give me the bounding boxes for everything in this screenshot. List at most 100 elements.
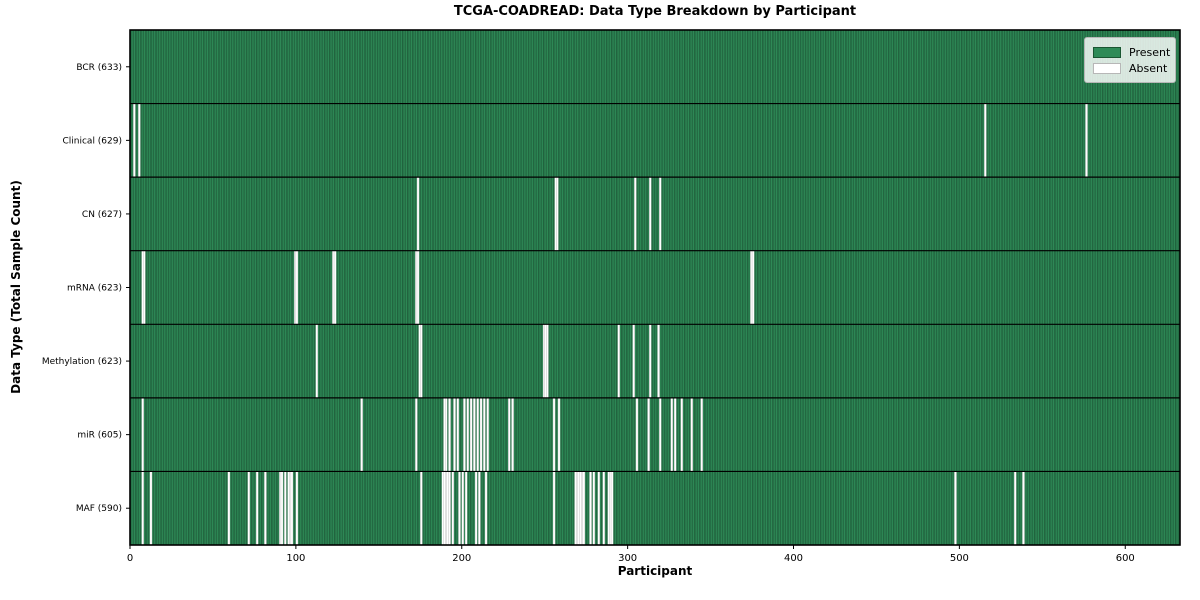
absent-mark [420,324,423,399]
absent-mark [474,471,478,546]
absent-mark [582,471,586,546]
absent-mark [479,397,483,472]
y-tick-label: CN (627) [82,210,122,220]
present-swatch-icon [1093,47,1121,58]
y-axis-label: Data Type (Total Sample Count) [9,180,23,394]
absent-mark [360,397,363,472]
legend-label-present: Present [1129,46,1171,59]
absent-mark [954,471,957,546]
legend-entry-absent: Absent [1093,63,1167,74]
absent-mark [632,324,635,399]
absent-mark [255,471,259,546]
absent-mark [333,250,337,325]
absent-swatch-icon [1093,63,1121,74]
absent-mark [634,176,637,251]
x-tick-label: 0 [127,553,133,564]
x-tick-label: 200 [452,553,471,564]
absent-mark [149,471,153,546]
absent-mark [448,471,451,546]
absent-mark [280,471,284,546]
absent-mark [511,397,514,472]
absent-mark [657,324,660,399]
y-tick-label: BCR (633) [76,63,122,73]
row-present-band [130,324,1180,398]
absent-mark [659,397,662,472]
absent-mark [295,250,299,325]
absent-mark [556,176,559,251]
absent-mark [415,397,418,472]
absent-mark [416,250,420,325]
absent-mark [295,471,299,546]
absent-mark [635,397,639,472]
absent-mark [659,176,662,251]
heatmap-row [130,250,1180,325]
y-tick-label: Methylation (623) [42,357,122,367]
absent-mark [508,397,511,472]
legend-entry-present: Present [1093,46,1171,59]
absent-mark [751,250,755,325]
absent-mark [456,397,460,472]
absent-mark [557,397,561,472]
chart-title: TCGA-COADREAD: Data Type Breakdown by Pa… [453,4,857,19]
absent-mark [448,397,451,472]
x-tick-label: 500 [950,553,969,564]
absent-mark [290,471,294,546]
absent-mark [416,176,420,251]
row-present-band [130,30,1180,104]
absent-mark [649,176,652,251]
absent-mark [478,471,481,546]
heatmap-row [130,324,1180,399]
legend: Present Absent [1084,37,1176,83]
y-tick-label: MAF (590) [76,504,122,514]
absent-mark [610,471,614,546]
absent-mark [1022,471,1025,546]
absent-mark [647,397,650,472]
x-tick-label: 300 [618,553,637,564]
absent-mark [592,471,596,546]
y-tick-label: Clinical (629) [62,136,122,146]
absent-mark [469,397,473,472]
absent-mark [670,397,674,472]
absent-mark [1013,471,1017,546]
absent-mark [552,397,556,472]
absent-mark [984,103,987,178]
absent-mark [483,397,486,472]
absent-mark [673,397,677,472]
absent-mark [445,397,448,472]
absent-mark [552,471,556,546]
absent-mark [680,397,683,472]
row-present-band [130,471,1180,545]
heatmap-row [130,103,1180,178]
absent-mark [473,397,476,472]
absent-mark [284,471,287,546]
absent-mark [141,397,144,472]
heatmap-row [130,176,1180,251]
absent-mark [484,471,488,546]
x-axis-label: Participant [617,564,693,578]
absent-mark [649,324,652,399]
absent-mark [247,471,251,546]
absent-mark [227,471,231,546]
row-present-band [130,177,1180,251]
absent-mark [589,471,592,546]
absent-mark [602,471,606,546]
x-tick-label: 400 [784,553,803,564]
absent-mark [315,324,319,399]
legend-label-absent: Absent [1129,62,1168,75]
absent-mark [133,103,136,178]
absent-mark [690,397,693,472]
row-present-band [130,250,1180,325]
absent-mark [453,397,456,472]
absent-mark [461,471,465,546]
absent-mark [143,250,146,325]
absent-mark [464,471,468,546]
row-present-band [130,397,1180,472]
heatmap-row [130,471,1180,546]
absent-mark [138,103,141,178]
absent-mark [420,471,423,546]
absent-mark [451,471,455,546]
y-tick-label: mRNA (623) [67,284,122,294]
absent-mark [486,397,489,472]
